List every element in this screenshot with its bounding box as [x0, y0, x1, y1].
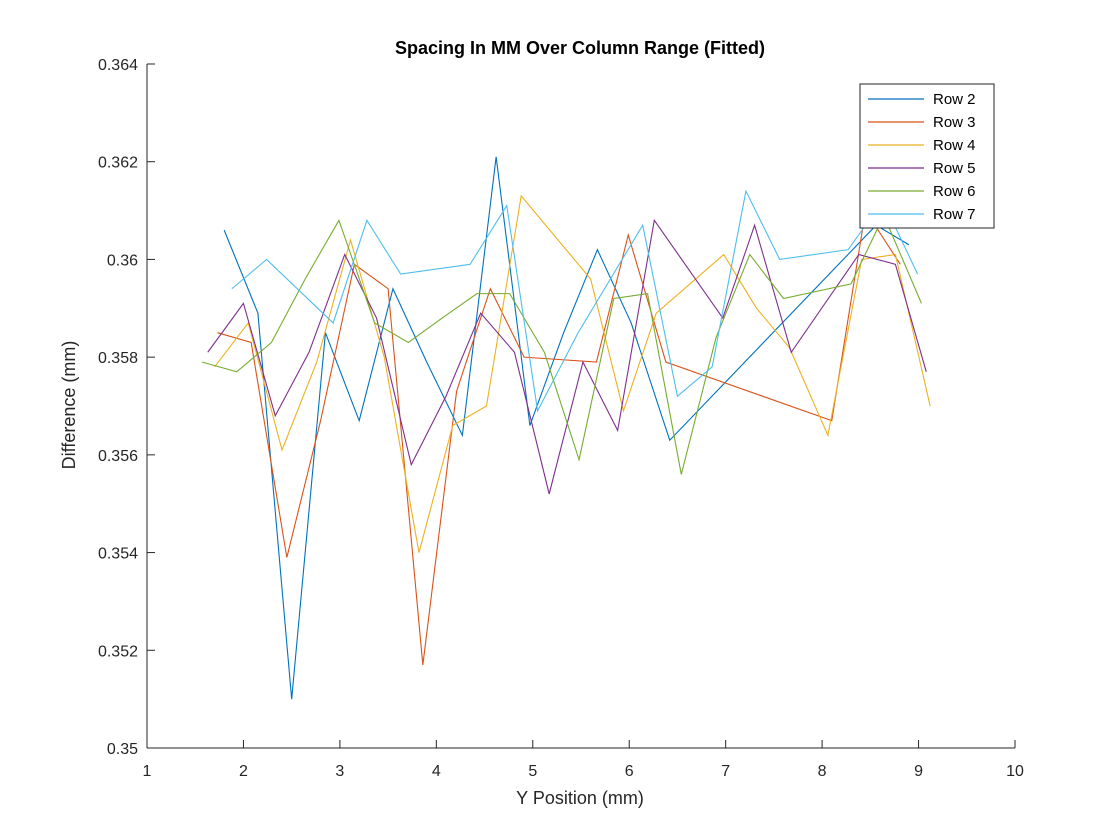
y-tick-label: 0.358: [98, 350, 138, 367]
series-line-row-6: [201, 214, 922, 475]
legend-label-row-3: Row 3: [933, 114, 976, 131]
x-tick-label: 10: [1006, 763, 1024, 780]
x-tick-label: 7: [721, 763, 730, 780]
series-line-row-3: [217, 209, 901, 666]
axes-layer: 1 2 3 4 5 6 7 8 9 10 0.35 0.352 0.354 0.356 0.358 0.36 0…: [98, 57, 1024, 780]
legend: Row 2 Row 3 Row 4 Row 5 Row 6 Row 7: [859, 83, 995, 229]
y-tick-label: 0.354: [98, 546, 138, 563]
x-tick-label: 5: [528, 763, 537, 780]
y-tick-label: 0.352: [98, 643, 138, 660]
legend-label-row-5: Row 5: [933, 160, 976, 177]
x-axis-label: Y Position (mm): [516, 788, 644, 808]
y-tick-label: 0.356: [98, 448, 138, 465]
legend-label-row-6: Row 6: [933, 183, 976, 200]
x-tick-label: 8: [818, 763, 827, 780]
y-tick-label: 0.364: [98, 57, 138, 74]
y-axis-label: Difference (mm): [59, 341, 79, 470]
x-tick-label: 9: [914, 763, 923, 780]
chart-title: Spacing In MM Over Column Range (Fitted): [395, 38, 765, 58]
y-tick-label: 0.36: [107, 252, 138, 269]
x-tick-label: 3: [335, 763, 344, 780]
series-line-row-4: [214, 194, 931, 553]
legend-label-row-2: Row 2: [933, 91, 976, 108]
legend-label-row-7: Row 7: [933, 206, 976, 223]
legend-label-row-4: Row 4: [933, 137, 976, 154]
y-tick-label: 0.35: [107, 741, 138, 758]
legend-box: [859, 83, 995, 229]
series-line-row-7: [231, 189, 919, 413]
x-tick-label: 1: [143, 763, 152, 780]
y-tick-label: 0.362: [98, 155, 138, 172]
series-line-row-2: [223, 156, 910, 700]
series-line-row-5: [207, 218, 927, 495]
x-tick-label: 4: [432, 763, 441, 780]
x-tick-label: 2: [239, 763, 248, 780]
x-tick-label: 6: [625, 763, 634, 780]
